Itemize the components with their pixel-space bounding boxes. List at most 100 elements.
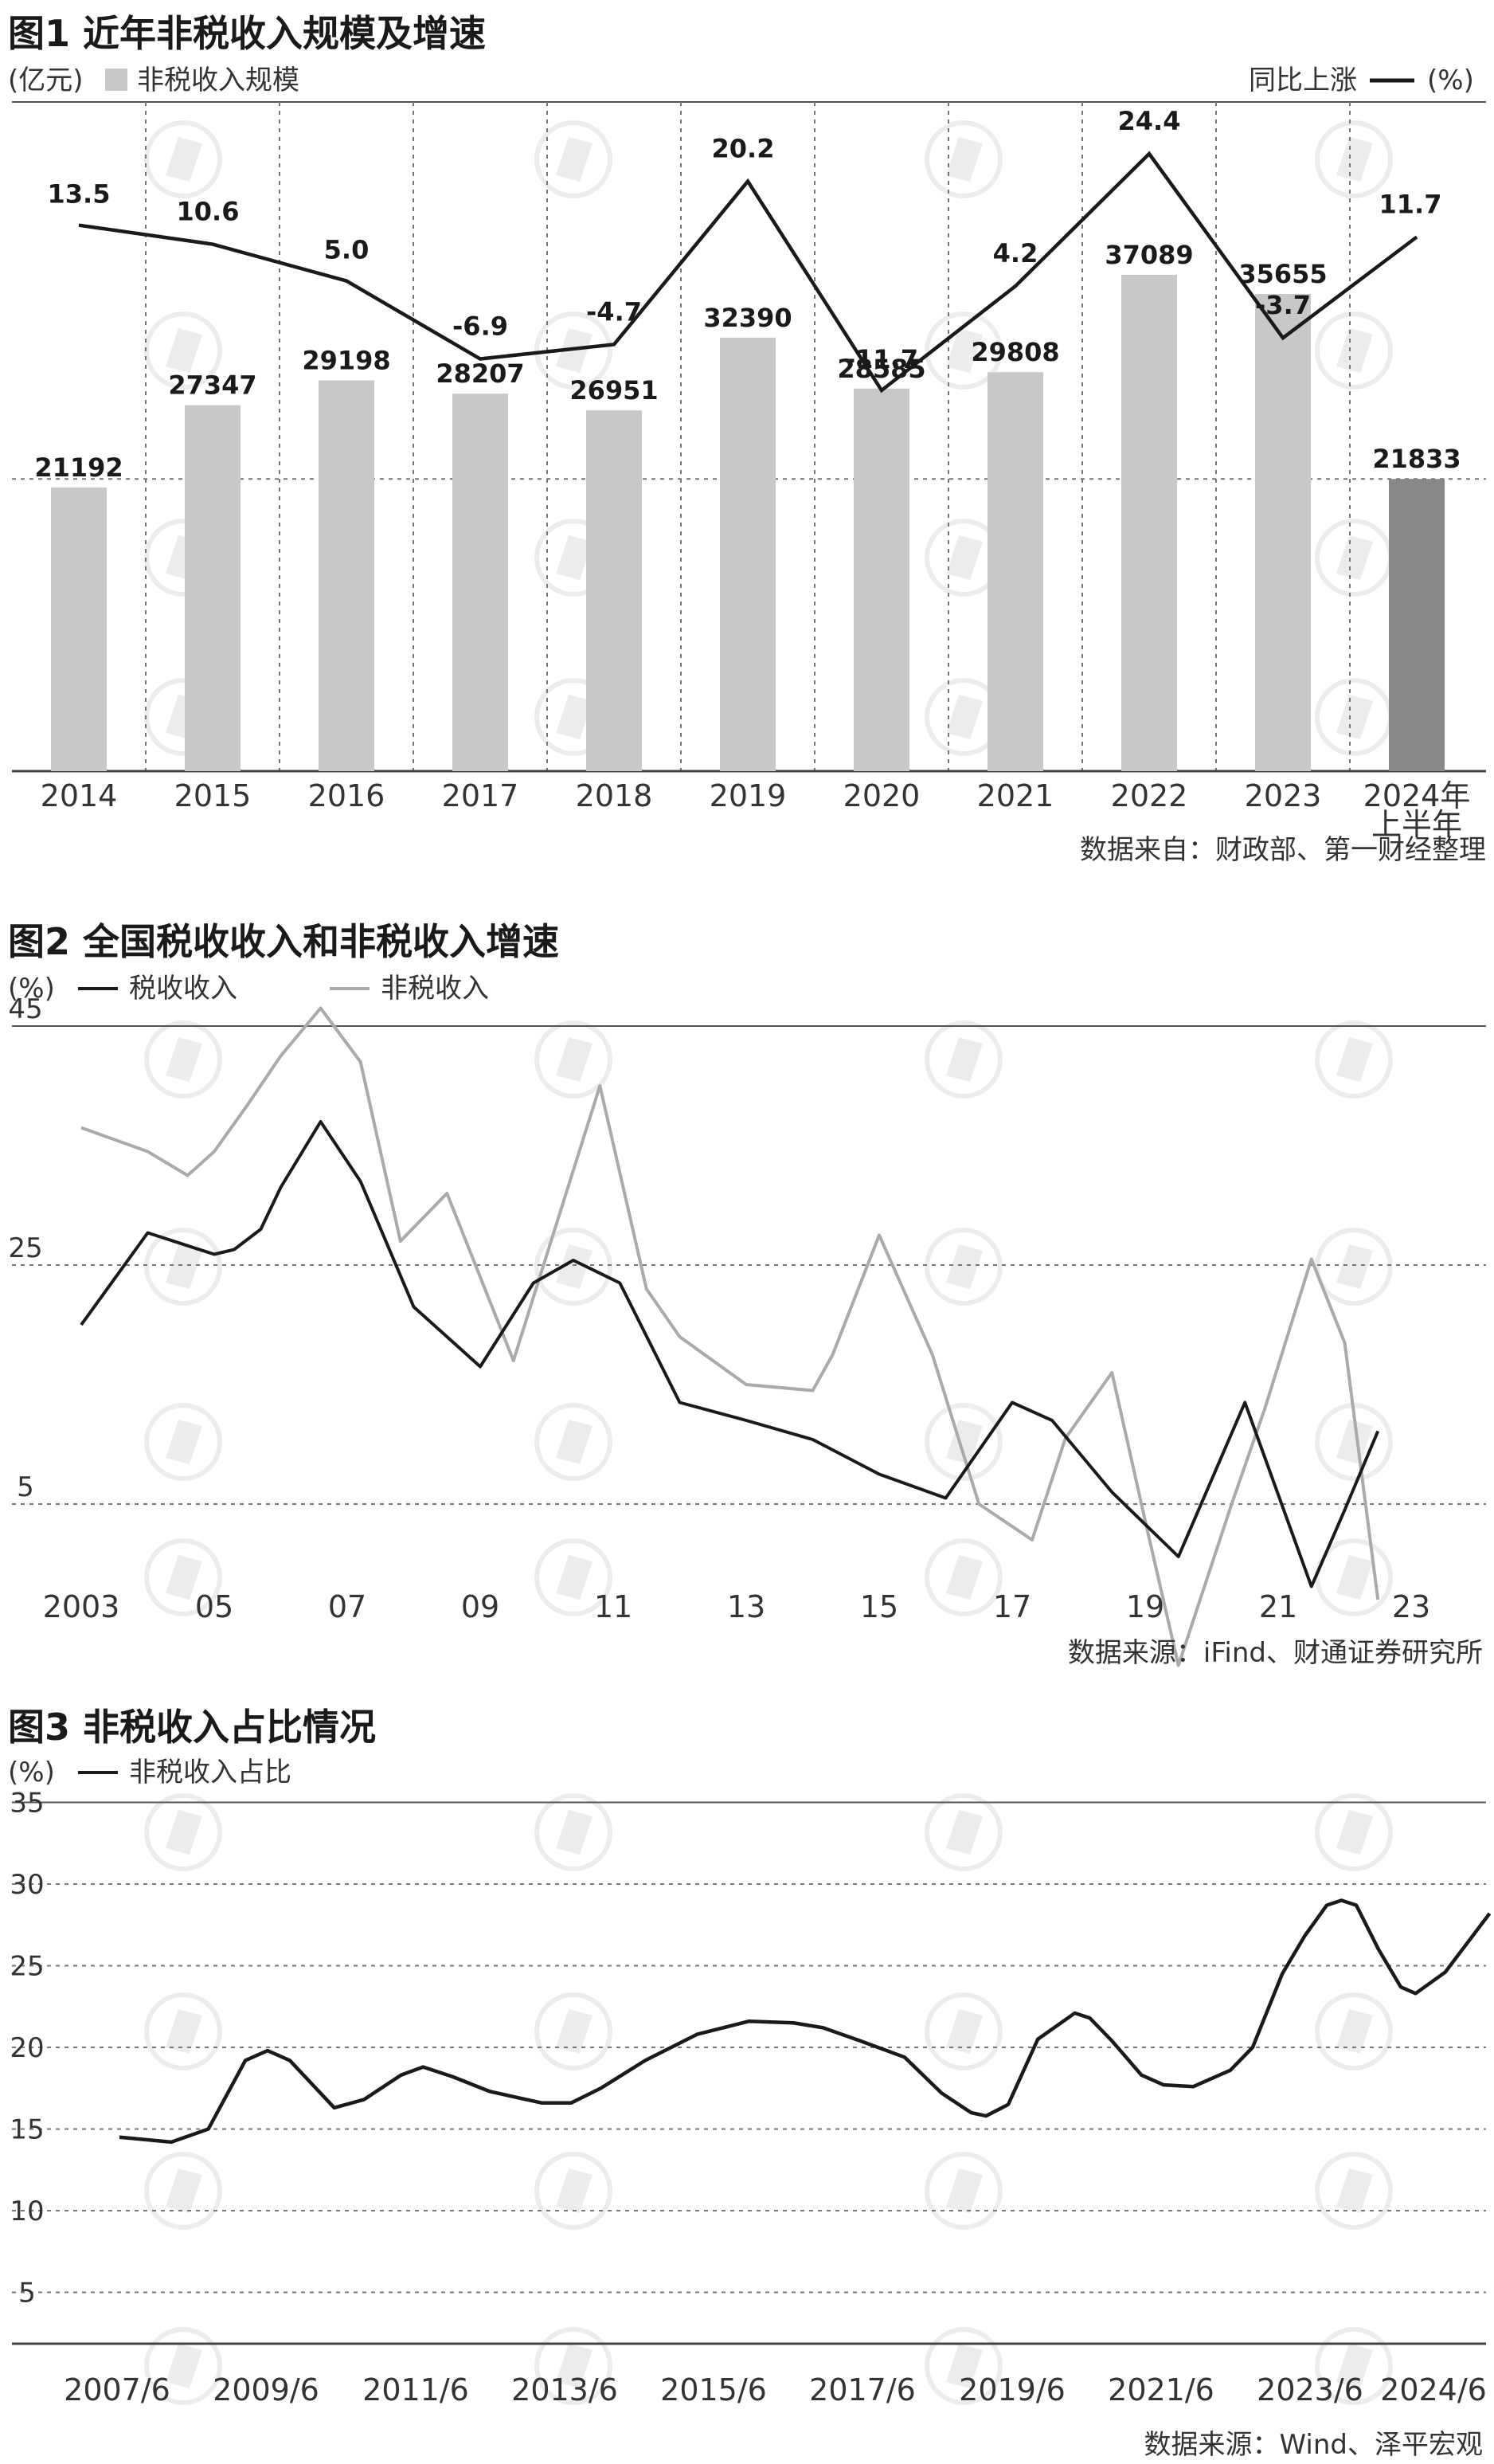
diamond-logo-icon <box>925 1228 1003 1306</box>
diamond-logo-icon <box>925 311 1003 390</box>
chart-3-unit: (%) <box>8 1757 55 1788</box>
bar <box>452 394 508 771</box>
x-tick-label: 23 <box>1392 1589 1430 1624</box>
chart-1-right-unit: (%) <box>1427 65 1474 96</box>
chart-1-labels: 21192 27347 29198 28207 26951 32390 28585 29808… <box>34 106 1461 483</box>
diamond-logo-icon <box>1315 1538 1393 1616</box>
chart-3-source: 数据来源：Wind、泽平宏观 <box>1144 2429 1483 2461</box>
chart-1-source: 数据来自：财政部、第一财经整理 <box>1080 834 1486 866</box>
x-tick-label: 05 <box>195 1589 233 1624</box>
growth-value-label: 5.0 <box>324 235 370 265</box>
diamond-logo-icon <box>144 1793 222 1871</box>
legend-bar-swatch <box>105 69 127 91</box>
x-tick-label: 2003 <box>43 1589 120 1624</box>
x-tick-label: 2023 <box>1245 778 1322 813</box>
x-tick-label: 2017 <box>442 778 519 813</box>
bar <box>1121 274 1177 771</box>
y-tick-label: 30 <box>10 1869 44 1901</box>
growth-value-label: 13.5 <box>48 179 111 210</box>
bar <box>720 337 776 771</box>
x-tick-label: 2011/6 <box>362 2372 469 2407</box>
growth-value-label: -4.7 <box>586 296 642 327</box>
bar-value-label: 27347 <box>168 370 256 401</box>
x-tick-label: 21 <box>1259 1589 1297 1624</box>
diamond-logo-icon <box>1315 1992 1393 2070</box>
bar <box>854 388 909 771</box>
x-tick-label: 2024/6 <box>1380 2372 1487 2407</box>
bar <box>185 405 241 771</box>
nontax-ratio-line <box>119 1898 1492 2145</box>
x-tick-label: 13 <box>727 1589 765 1624</box>
diamond-logo-icon <box>925 2327 1003 2405</box>
diamond-logo-icon <box>144 1228 222 1306</box>
chart-1-x-ticks: 2014 2015 2016 2017 2018 2019 2020 2021 2022 2023… <box>41 778 1471 842</box>
growth-value-label: 20.2 <box>712 134 775 164</box>
diamond-logo-icon <box>534 1020 612 1099</box>
diamond-logo-icon <box>1315 1228 1393 1306</box>
x-tick-label: 2020 <box>843 778 921 813</box>
chart-2-source: 数据来源：iFind、财通证券研究所 <box>1068 1637 1483 1669</box>
diamond-logo-icon <box>925 1992 1003 2070</box>
bar <box>1389 479 1445 771</box>
diamond-logo-icon <box>925 120 1003 198</box>
diamond-logo-icon <box>1315 519 1393 597</box>
y-tick-label: 45 <box>8 993 42 1025</box>
y-tick-label: 10 <box>10 2196 44 2227</box>
bar-value-label: 35655 <box>1238 259 1327 289</box>
diamond-logo-icon <box>1315 678 1393 756</box>
bar-value-label: 28585 <box>837 354 925 384</box>
diamond-logo-icon <box>1315 2152 1393 2230</box>
bar-value-label: 26951 <box>569 375 658 405</box>
x-tick-label: 2019/6 <box>959 2372 1066 2407</box>
x-tick-label: 2021 <box>977 778 1054 813</box>
diamond-logo-icon <box>534 120 612 198</box>
x-tick-label: 2024年 <box>1363 778 1471 813</box>
diamond-logo-icon <box>1315 311 1393 390</box>
chart-3-title: 图3 非税收入占比情况 <box>8 1706 376 1749</box>
chart-1-bars <box>51 274 1445 772</box>
growth-value-label: 10.6 <box>177 197 240 227</box>
growth-line-path <box>78 151 1418 394</box>
bar <box>988 372 1043 771</box>
chart-2-legend-nontax: 非税收入 <box>381 973 489 1005</box>
chart-1: 图1 近年非税收入规模及增速 (亿元) 非税收入规模 同比上涨 (%) 2119… <box>8 12 1486 866</box>
x-tick-label: 2015 <box>174 778 252 813</box>
diamond-logo-icon <box>534 1793 612 1871</box>
growth-value-label: -11.7 <box>845 344 918 374</box>
diamond-logo-icon <box>1315 120 1393 198</box>
bar <box>586 410 642 771</box>
bar-value-label: 37089 <box>1105 240 1193 270</box>
chart-1-legend-line: 同比上涨 <box>1249 65 1357 96</box>
diamond-logo-icon <box>144 2327 222 2405</box>
diamond-logo-icon <box>534 1538 612 1616</box>
growth-value-label: -3.7 <box>1255 290 1311 320</box>
chart-3: 图3 非税收入占比情况 (%) 非税收入占比 35 30 25 20 15 10 5 2007… <box>8 1706 1492 2461</box>
y-tick-label: 20 <box>10 2032 44 2064</box>
chart-2-lines <box>80 1006 1380 1667</box>
chart-1-legend-bar: 非税收入规模 <box>137 65 299 96</box>
y-tick-label: 25 <box>10 1951 44 1983</box>
x-tick-label: 2007/6 <box>64 2372 170 2407</box>
x-tick-label: 15 <box>860 1589 898 1624</box>
chart-1-left-unit: (亿元) <box>8 65 84 96</box>
y-tick-label: 15 <box>10 2114 44 2146</box>
chart-2-grid <box>12 1025 1486 1505</box>
chart-3-lines <box>119 1898 1492 2145</box>
x-tick-label: 19 <box>1126 1589 1164 1624</box>
bar-value-label: 21833 <box>1372 444 1461 474</box>
x-tick-label: 2013/6 <box>511 2372 618 2407</box>
diamond-logo-icon <box>534 1403 612 1481</box>
watermark-layer <box>144 1020 1393 1616</box>
nontax-revenue-line <box>80 1006 1380 1667</box>
x-tick-label: 07 <box>328 1589 366 1624</box>
x-tick-label: 2017/6 <box>809 2372 916 2407</box>
x-tick-label: 2015/6 <box>660 2372 767 2407</box>
bar-value-label: 21192 <box>34 452 123 483</box>
chart-2-title: 图2 全国税收收入和非税收入增速 <box>8 920 559 963</box>
bar <box>319 380 374 771</box>
tax-revenue-line <box>80 1120 1380 1588</box>
diamond-logo-icon <box>925 2152 1003 2230</box>
diamond-logo-icon <box>534 2327 612 2405</box>
x-tick-label: 2019 <box>710 778 787 813</box>
chart-2-legend-tax: 税收收入 <box>129 973 237 1005</box>
